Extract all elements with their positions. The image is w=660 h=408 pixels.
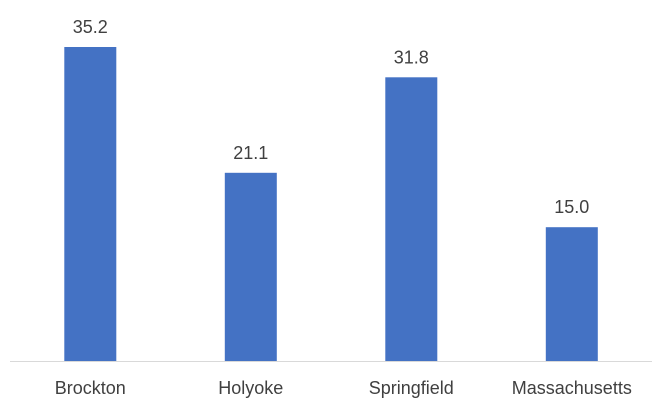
bar-springfield bbox=[385, 77, 438, 362]
value-label-brockton: 35.2 bbox=[73, 17, 108, 37]
value-label-holyoke: 21.1 bbox=[233, 143, 268, 163]
value-label-springfield: 31.8 bbox=[394, 47, 429, 67]
bar-brockton bbox=[64, 47, 117, 361]
bar-massachusetts bbox=[545, 227, 598, 361]
bar-holyoke bbox=[224, 172, 277, 361]
category-label-brockton: Brockton bbox=[55, 378, 126, 398]
value-labels-group: 35.2 21.1 31.8 15.0 bbox=[73, 17, 590, 217]
bars-group bbox=[64, 47, 598, 362]
category-label-springfield: Springfield bbox=[369, 378, 454, 398]
value-label-massachusetts: 15.0 bbox=[554, 197, 589, 217]
category-labels-group: Brockton Holyoke Springfield Massachusetts bbox=[55, 378, 632, 398]
category-label-massachusetts: Massachusetts bbox=[512, 378, 632, 398]
category-label-holyoke: Holyoke bbox=[218, 378, 283, 398]
